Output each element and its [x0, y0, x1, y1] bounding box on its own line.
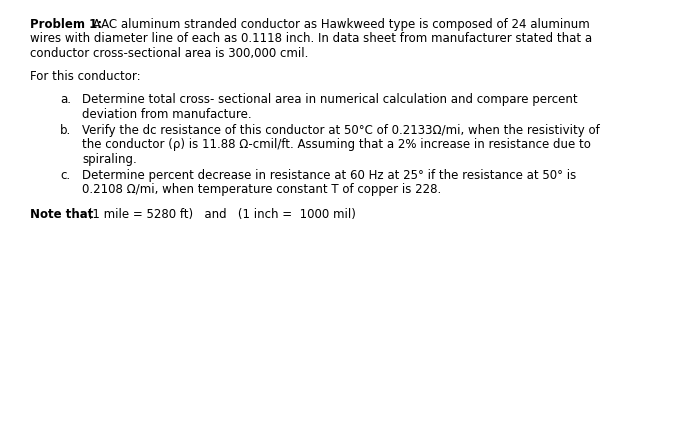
Text: wires with diameter line of each as 0.1118 inch. In data sheet from manufacturer: wires with diameter line of each as 0.11…	[30, 32, 592, 46]
Text: 0.2108 Ω/mi, when temperature constant T of copper is 228.: 0.2108 Ω/mi, when temperature constant T…	[82, 183, 441, 196]
Text: spiraling.: spiraling.	[82, 152, 136, 166]
Text: Problem 1:: Problem 1:	[30, 18, 102, 31]
Text: Determine total cross- sectional area in numerical calculation and compare perce: Determine total cross- sectional area in…	[82, 93, 578, 106]
Text: the conductor (ρ) is 11.88 Ω-cmil/ft. Assuming that a 2% increase in resistance : the conductor (ρ) is 11.88 Ω-cmil/ft. As…	[82, 138, 591, 151]
Text: Determine percent decrease in resistance at 60 Hz at 25° if the resistance at 50: Determine percent decrease in resistance…	[82, 169, 576, 181]
Text: : (1 mile = 5280 ft)   and   (1 inch =  1000 mil): : (1 mile = 5280 ft) and (1 inch = 1000 …	[80, 208, 356, 220]
Text: Note that: Note that	[30, 208, 93, 220]
Text: b.: b.	[60, 124, 71, 137]
Text: deviation from manufacture.: deviation from manufacture.	[82, 108, 251, 120]
Text: AAC aluminum stranded conductor as Hawkweed type is composed of 24 aluminum: AAC aluminum stranded conductor as Hawkw…	[89, 18, 589, 31]
Text: Verify the dc resistance of this conductor at 50°C of 0.2133Ω/mi, when the resis: Verify the dc resistance of this conduct…	[82, 124, 600, 137]
Text: For this conductor:: For this conductor:	[30, 70, 141, 83]
Text: a.: a.	[60, 93, 71, 106]
Text: c.: c.	[60, 169, 70, 181]
Text: conductor cross-sectional area is 300,000 cmil.: conductor cross-sectional area is 300,00…	[30, 47, 309, 60]
